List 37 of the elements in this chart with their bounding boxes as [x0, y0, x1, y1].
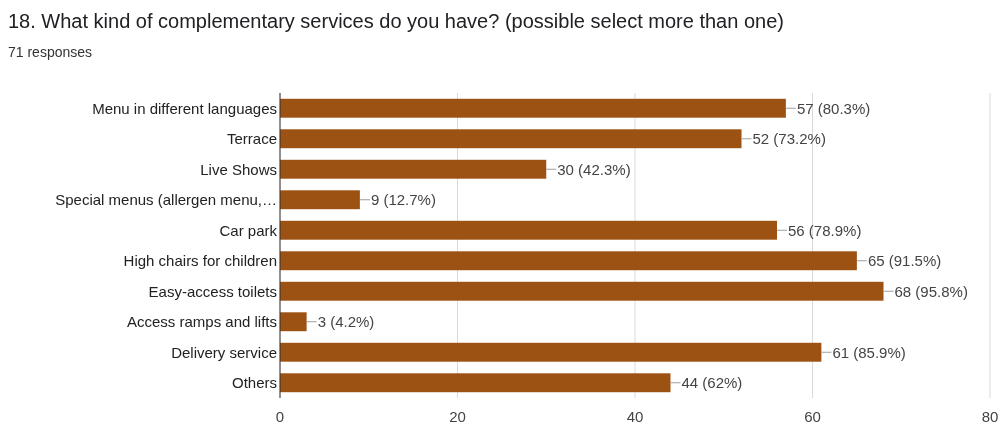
bar: [280, 129, 742, 149]
x-tick-label: 80: [981, 408, 999, 425]
x-tick-label: 40: [626, 408, 644, 425]
data-label: 52 (73.2%): [752, 130, 826, 147]
y-tick-label: Car park: [219, 221, 278, 239]
bar: [280, 312, 307, 332]
y-tick-label: Delivery service: [171, 343, 277, 361]
data-label: 3 (4.2%): [317, 313, 375, 330]
bar: [280, 220, 777, 240]
y-tick-label: Special menus (allergen menu,…: [55, 191, 277, 208]
y-tick-label: Easy-access toilets: [148, 282, 277, 300]
x-tick-label: 20: [449, 408, 466, 425]
data-label: 30 (42.3%): [557, 160, 631, 178]
data-label: 56 (78.9%): [788, 221, 862, 239]
bar: [280, 190, 360, 210]
text: 71 responses: [8, 44, 93, 60]
chart-title: 18. What kind of complementary services do you have? (possible select more than one): [8, 10, 784, 32]
data-label: 65 (91.5%): [867, 252, 942, 269]
data-label: 44 (62%): [681, 374, 743, 391]
data-label: 68 (95.8%): [894, 282, 968, 300]
bar: [280, 281, 884, 301]
data-label: 61 (85.9%): [832, 343, 906, 361]
y-tick-label: Access ramps and lifts: [126, 313, 277, 330]
y-tick-label: Menu in different languages: [92, 99, 277, 117]
y-tick-label: Others: [231, 374, 277, 391]
x-tick-label: 60: [804, 408, 821, 425]
y-tick-label: Live Shows: [200, 160, 277, 178]
y-tick-label: Terrace: [226, 130, 277, 147]
data-label: 57 (80.3%): [796, 99, 871, 117]
x-tick-label: 0: [275, 408, 285, 425]
bar: [280, 159, 547, 179]
data-label: 9 (12.7%): [370, 191, 436, 208]
bar: [280, 373, 671, 393]
bar: [280, 342, 822, 362]
y-tick-label: High chairs for children: [123, 252, 277, 269]
bar: [280, 98, 786, 118]
bar: [280, 251, 857, 271]
